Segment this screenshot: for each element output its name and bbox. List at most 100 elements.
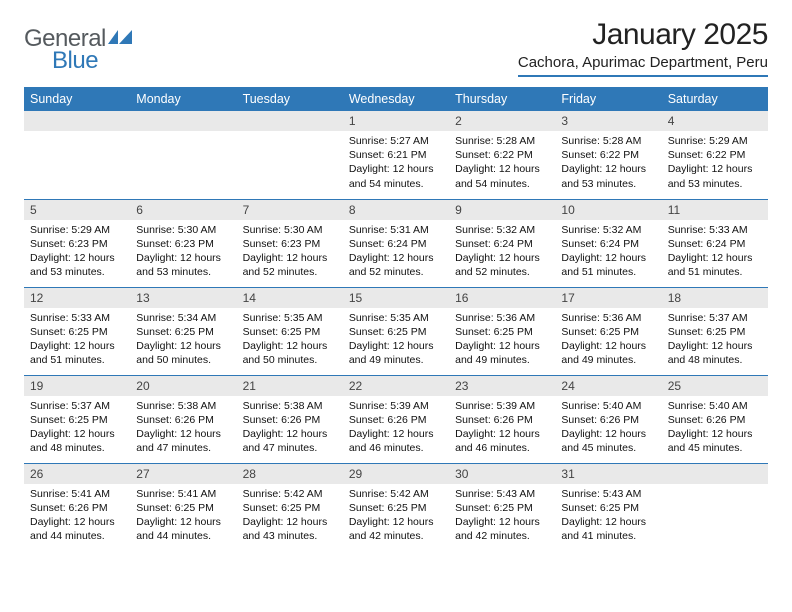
day-number: 17: [555, 288, 661, 308]
sunrise-line: Sunrise: 5:31 AM: [349, 223, 443, 237]
sunrise-line: Sunrise: 5:37 AM: [30, 399, 124, 413]
day-details: Sunrise: 5:43 AMSunset: 6:25 PMDaylight:…: [449, 484, 555, 548]
day-number: 23: [449, 376, 555, 396]
calendar-day-cell: 27Sunrise: 5:41 AMSunset: 6:25 PMDayligh…: [130, 463, 236, 551]
day-number: 10: [555, 200, 661, 220]
day-details: Sunrise: 5:29 AMSunset: 6:23 PMDaylight:…: [24, 220, 130, 284]
daylight-line: Daylight: 12 hours and 54 minutes.: [455, 162, 549, 190]
day-details: Sunrise: 5:36 AMSunset: 6:25 PMDaylight:…: [449, 308, 555, 372]
day-number: 29: [343, 464, 449, 484]
sunset-line: Sunset: 6:26 PM: [668, 413, 762, 427]
weekday-header: Friday: [555, 87, 661, 111]
day-details: Sunrise: 5:28 AMSunset: 6:22 PMDaylight:…: [449, 131, 555, 195]
weekday-header-row: Sunday Monday Tuesday Wednesday Thursday…: [24, 87, 768, 111]
sunset-line: Sunset: 6:23 PM: [243, 237, 337, 251]
day-number: 30: [449, 464, 555, 484]
calendar-day-cell: 28Sunrise: 5:42 AMSunset: 6:25 PMDayligh…: [237, 463, 343, 551]
day-details: Sunrise: 5:35 AMSunset: 6:25 PMDaylight:…: [343, 308, 449, 372]
sunrise-line: Sunrise: 5:37 AM: [668, 311, 762, 325]
day-details: Sunrise: 5:33 AMSunset: 6:25 PMDaylight:…: [24, 308, 130, 372]
day-number: 2: [449, 111, 555, 131]
sunset-line: Sunset: 6:24 PM: [668, 237, 762, 251]
day-details: Sunrise: 5:37 AMSunset: 6:25 PMDaylight:…: [662, 308, 768, 372]
sunrise-line: Sunrise: 5:29 AM: [30, 223, 124, 237]
daylight-line: Daylight: 12 hours and 42 minutes.: [349, 515, 443, 543]
calendar-day-cell: 24Sunrise: 5:40 AMSunset: 6:26 PMDayligh…: [555, 375, 661, 463]
daylight-line: Daylight: 12 hours and 51 minutes.: [561, 251, 655, 279]
sunset-line: Sunset: 6:24 PM: [455, 237, 549, 251]
calendar-day-cell: 2Sunrise: 5:28 AMSunset: 6:22 PMDaylight…: [449, 111, 555, 199]
calendar-day-cell: 21Sunrise: 5:38 AMSunset: 6:26 PMDayligh…: [237, 375, 343, 463]
calendar-day-cell: 5Sunrise: 5:29 AMSunset: 6:23 PMDaylight…: [24, 199, 130, 287]
daylight-line: Daylight: 12 hours and 48 minutes.: [668, 339, 762, 367]
day-details: Sunrise: 5:40 AMSunset: 6:26 PMDaylight:…: [662, 396, 768, 460]
sunset-line: Sunset: 6:26 PM: [243, 413, 337, 427]
sunrise-line: Sunrise: 5:30 AM: [243, 223, 337, 237]
day-details: Sunrise: 5:32 AMSunset: 6:24 PMDaylight:…: [555, 220, 661, 284]
day-details: Sunrise: 5:38 AMSunset: 6:26 PMDaylight:…: [130, 396, 236, 460]
calendar-day-cell: 25Sunrise: 5:40 AMSunset: 6:26 PMDayligh…: [662, 375, 768, 463]
day-details: Sunrise: 5:27 AMSunset: 6:21 PMDaylight:…: [343, 131, 449, 195]
sunrise-line: Sunrise: 5:33 AM: [30, 311, 124, 325]
daylight-line: Daylight: 12 hours and 49 minutes.: [561, 339, 655, 367]
sunset-line: Sunset: 6:25 PM: [243, 325, 337, 339]
day-details: Sunrise: 5:42 AMSunset: 6:25 PMDaylight:…: [237, 484, 343, 548]
sunrise-line: Sunrise: 5:40 AM: [561, 399, 655, 413]
brand-logo: General Blue: [24, 18, 134, 81]
day-details: Sunrise: 5:40 AMSunset: 6:26 PMDaylight:…: [555, 396, 661, 460]
sunrise-line: Sunrise: 5:35 AM: [349, 311, 443, 325]
day-number: 9: [449, 200, 555, 220]
day-number: 22: [343, 376, 449, 396]
sunset-line: Sunset: 6:25 PM: [349, 325, 443, 339]
daylight-line: Daylight: 12 hours and 52 minutes.: [455, 251, 549, 279]
sunrise-line: Sunrise: 5:39 AM: [455, 399, 549, 413]
sunrise-line: Sunrise: 5:38 AM: [136, 399, 230, 413]
day-details: Sunrise: 5:28 AMSunset: 6:22 PMDaylight:…: [555, 131, 661, 195]
day-details: Sunrise: 5:39 AMSunset: 6:26 PMDaylight:…: [343, 396, 449, 460]
calendar-day-cell: 9 Sunrise: 5:32 AMSunset: 6:24 PMDaylight…: [449, 199, 555, 287]
daylight-line: Daylight: 12 hours and 51 minutes.: [30, 339, 124, 367]
calendar-body: 1Sunrise: 5:27 AMSunset: 6:21 PMDaylight…: [24, 111, 768, 551]
day-number: 28: [237, 464, 343, 484]
month-title: January 2025: [518, 18, 768, 52]
sunrise-line: Sunrise: 5:34 AM: [136, 311, 230, 325]
day-number-bar: [130, 111, 236, 131]
day-number: 8: [343, 200, 449, 220]
daylight-line: Daylight: 12 hours and 46 minutes.: [349, 427, 443, 455]
sunset-line: Sunset: 6:25 PM: [30, 325, 124, 339]
daylight-line: Daylight: 12 hours and 53 minutes.: [30, 251, 124, 279]
calendar-day-cell: 29Sunrise: 5:42 AMSunset: 6:25 PMDayligh…: [343, 463, 449, 551]
sunrise-line: Sunrise: 5:32 AM: [455, 223, 549, 237]
day-number: 12: [24, 288, 130, 308]
day-number-bar: [237, 111, 343, 131]
daylight-line: Daylight: 12 hours and 48 minutes.: [30, 427, 124, 455]
daylight-line: Daylight: 12 hours and 44 minutes.: [30, 515, 124, 543]
sunset-line: Sunset: 6:25 PM: [455, 325, 549, 339]
sunset-line: Sunset: 6:24 PM: [561, 237, 655, 251]
day-details: Sunrise: 5:37 AMSunset: 6:25 PMDaylight:…: [24, 396, 130, 460]
location-subtitle: Cachora, Apurimac Department, Peru: [518, 54, 768, 77]
weekday-header: Sunday: [24, 87, 130, 111]
day-details: Sunrise: 5:41 AMSunset: 6:25 PMDaylight:…: [130, 484, 236, 548]
day-details: Sunrise: 5:41 AMSunset: 6:26 PMDaylight:…: [24, 484, 130, 548]
calendar-week-row: 1Sunrise: 5:27 AMSunset: 6:21 PMDaylight…: [24, 111, 768, 199]
calendar-table: Sunday Monday Tuesday Wednesday Thursday…: [24, 87, 768, 551]
sunset-line: Sunset: 6:24 PM: [349, 237, 443, 251]
sunrise-line: Sunrise: 5:41 AM: [136, 487, 230, 501]
calendar-day-cell: 18Sunrise: 5:37 AMSunset: 6:25 PMDayligh…: [662, 287, 768, 375]
sunrise-line: Sunrise: 5:41 AM: [30, 487, 124, 501]
daylight-line: Daylight: 12 hours and 43 minutes.: [243, 515, 337, 543]
weekday-header: Monday: [130, 87, 236, 111]
sunset-line: Sunset: 6:25 PM: [561, 325, 655, 339]
calendar-day-cell: 14Sunrise: 5:35 AMSunset: 6:25 PMDayligh…: [237, 287, 343, 375]
sunset-line: Sunset: 6:26 PM: [30, 501, 124, 515]
brand-text: General Blue: [24, 24, 134, 81]
day-number: 6: [130, 200, 236, 220]
day-number: 24: [555, 376, 661, 396]
header: General Blue January 2025 Cachora, Apuri…: [24, 18, 768, 81]
day-number: 4: [662, 111, 768, 131]
sunrise-line: Sunrise: 5:33 AM: [668, 223, 762, 237]
day-number: 20: [130, 376, 236, 396]
day-number: 5: [24, 200, 130, 220]
sunset-line: Sunset: 6:26 PM: [561, 413, 655, 427]
